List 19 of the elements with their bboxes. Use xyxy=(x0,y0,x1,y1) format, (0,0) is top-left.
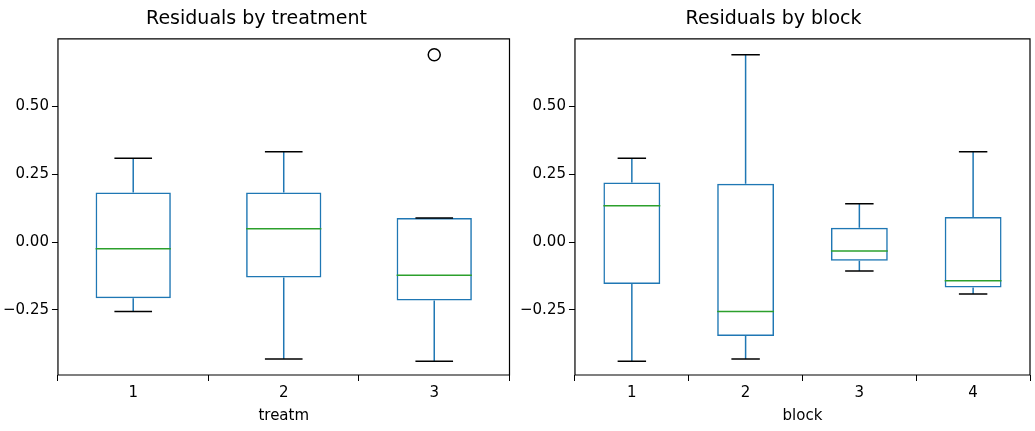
x-axis-title: treatm xyxy=(258,405,310,424)
chart-title: Residuals by block xyxy=(685,6,862,29)
y-tick-label: −0.25 xyxy=(3,299,49,318)
y-tick-label: 0.00 xyxy=(532,232,566,251)
chart-title: Residuals by treatment xyxy=(146,6,367,29)
x-tick-label: 1 xyxy=(128,382,138,401)
y-tick-label: −0.25 xyxy=(520,299,566,318)
y-tick-label: 0.00 xyxy=(15,232,49,251)
x-tick-label: 3 xyxy=(429,382,440,401)
x-tick-label: 1 xyxy=(627,382,637,401)
y-tick-label: 0.25 xyxy=(15,164,49,183)
y-tick-label: 0.25 xyxy=(532,164,566,183)
x-tick-label: 3 xyxy=(854,382,865,401)
y-tick-label: 0.50 xyxy=(15,96,49,115)
x-tick-label: 2 xyxy=(278,382,289,401)
x-axis-title: block xyxy=(782,405,823,424)
y-tick-label: 0.50 xyxy=(532,96,566,115)
x-tick-label: 4 xyxy=(968,382,978,401)
x-tick-label: 2 xyxy=(740,382,751,401)
